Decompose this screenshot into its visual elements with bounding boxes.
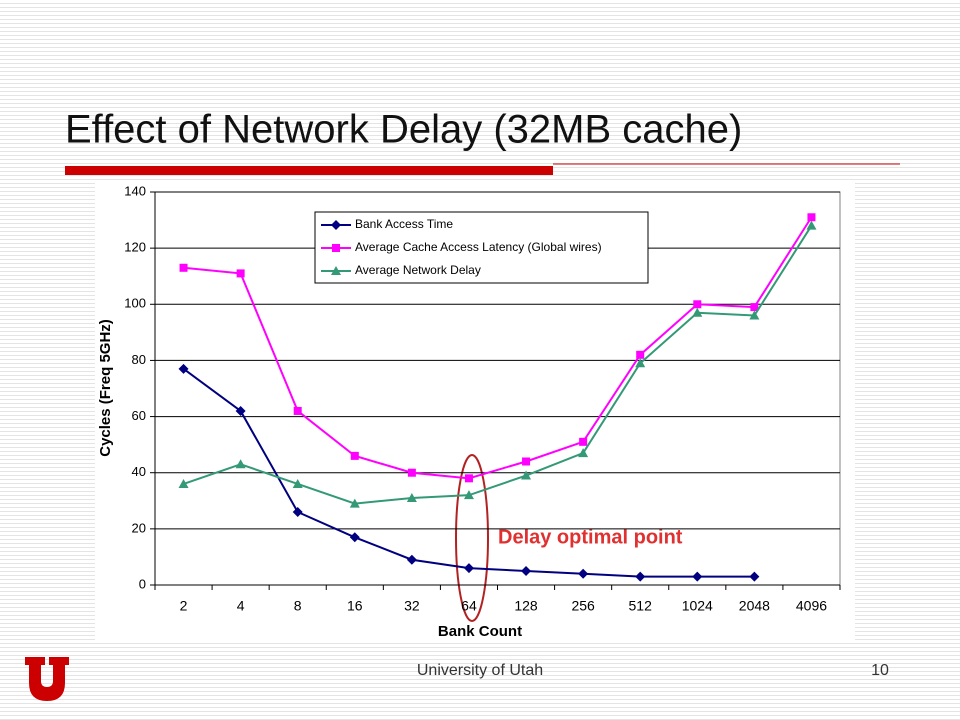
marker [350,451,359,460]
chart: 0 20 40 60 80 100 120 140 2 4 8 16 32 64 128 256 512 1024… [124,183,841,614]
x-tick-label: 2 [180,598,188,614]
marker [578,448,589,458]
y-tick-label: 80 [132,352,146,367]
x-tick-label: 64 [461,598,477,614]
marker [750,303,759,312]
marker [807,213,816,222]
marker [692,307,703,317]
legend-label: Average Network Delay [355,263,481,277]
marker [406,492,417,502]
series-line [183,216,813,480]
marker [579,437,588,446]
marker [179,263,188,272]
y-tick-label: 20 [132,520,146,535]
annotation: Delay optimal point [498,526,683,548]
marker [522,457,531,466]
marker [578,568,589,579]
marker [292,478,303,488]
y-tick-label: 40 [132,464,146,479]
x-tick-label: 2048 [739,598,770,614]
marker [464,474,473,483]
x-tick-label: 256 [571,598,595,614]
marker [463,563,474,574]
marker [349,498,360,508]
marker [331,220,341,230]
marker [692,571,703,582]
marker [693,300,702,309]
y-tick-label: 120 [124,240,146,255]
legend-box [314,211,649,284]
y-tick-label: 0 [139,576,146,591]
x-tick-label: 8 [294,598,302,614]
y-axis-label: Cycles (Freq 5GHz) [97,319,114,457]
marker [407,468,416,477]
x-tick-label: 4 [237,598,245,614]
marker [178,363,189,374]
y-tick-label: 60 [132,408,146,423]
highlight-ellipse [455,454,489,622]
marker [236,269,245,278]
marker [521,565,532,576]
x-axis-label: Bank Count [438,623,522,640]
slide-title: Effect of Network Delay (32MB cache) [65,108,742,152]
x-tick-label: 1024 [682,598,713,614]
marker [349,532,360,543]
y-tick-label: 140 [124,183,146,198]
marker [806,220,817,230]
x-tick-label: 16 [347,598,363,614]
marker [749,310,760,320]
marker [235,405,246,416]
marker [292,507,303,518]
title-bar [65,166,553,175]
marker [293,406,302,415]
marker [636,350,645,359]
marker [749,571,760,582]
marker [463,490,474,500]
x-tick-label: 32 [404,598,420,614]
legend-label: Average Cache Access Latency (Global wir… [355,240,602,254]
marker [406,554,417,565]
y-tick-label: 100 [124,296,146,311]
marker [235,459,246,469]
series-line [183,225,813,505]
marker [521,470,532,480]
marker [331,266,341,275]
page-number: 10 [871,662,889,679]
x-tick-label: 128 [514,598,538,614]
logo [25,657,69,701]
legend-label: Bank Access Time [355,217,453,231]
marker [635,358,646,368]
marker [178,478,189,488]
marker [635,571,646,582]
x-tick-label: 512 [629,598,653,614]
marker [332,244,340,252]
footer-org: University of Utah [417,662,543,679]
x-tick-label: 4096 [796,598,827,614]
